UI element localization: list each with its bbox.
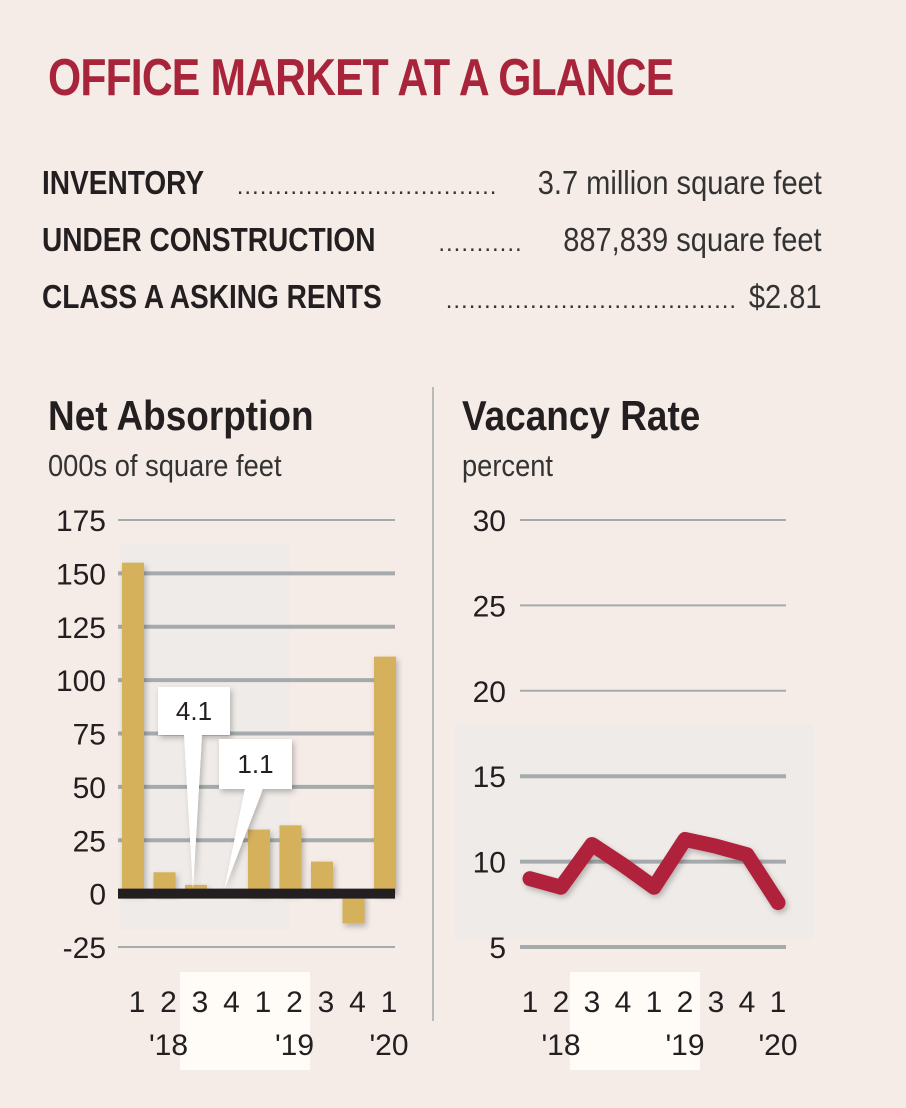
x-tick-label: 3 <box>318 986 335 1019</box>
x-tick-label: 1 <box>255 986 272 1019</box>
leader-dots: ........................................… <box>236 173 495 200</box>
x-tick-label: 3 <box>192 986 209 1019</box>
x-tick-label: 2 <box>286 986 303 1019</box>
y-tick-label: -25 <box>63 932 106 965</box>
y-tick-label: 50 <box>73 772 106 805</box>
bar <box>153 872 176 894</box>
y-tick-label: 25 <box>73 825 106 858</box>
bar <box>374 656 396 894</box>
y-tick-label: 125 <box>56 612 106 645</box>
bar <box>122 562 144 894</box>
absorption-chart-title: Net Absorption <box>48 392 314 439</box>
absorption-chart-subtitle: 000s of square feet <box>48 448 282 483</box>
x-tick-label: 2 <box>677 986 694 1019</box>
year-label: '20 <box>758 1029 797 1062</box>
x-tick-label: 4 <box>223 986 240 1019</box>
x-tick-label: 4 <box>739 986 756 1019</box>
vacancy-line <box>522 831 786 911</box>
vacancy-chart-subtitle: percent <box>462 448 553 483</box>
page-title: OFFICE MARKET AT A GLANCE <box>48 49 674 107</box>
bar <box>311 861 333 894</box>
bar <box>248 829 270 894</box>
stat-label: CLASS A ASKING RENTS <box>42 278 382 315</box>
stats-list: INVENTORY ..............................… <box>42 164 822 335</box>
x-tick-label: 1 <box>646 986 663 1019</box>
stat-value: 887,839 square feet <box>563 221 822 258</box>
year-label: '18 <box>149 1029 188 1062</box>
year-label: '19 <box>665 1029 704 1062</box>
y-tick-label: 100 <box>56 665 106 698</box>
y-tick-label: 25 <box>473 590 506 623</box>
stat-inventory: INVENTORY ..............................… <box>42 164 822 221</box>
vacancy-chart-title: Vacancy Rate <box>462 392 701 439</box>
callout-pointer-fill <box>184 734 202 889</box>
chart-divider <box>432 387 434 1021</box>
x-tick-label: 1 <box>522 986 539 1019</box>
stat-label: UNDER CONSTRUCTION <box>42 221 376 258</box>
y-tick-label: 15 <box>473 761 506 794</box>
y-tick-label: 30 <box>473 505 506 538</box>
axis-highlight <box>180 972 310 1070</box>
x-tick-label: 2 <box>160 986 177 1019</box>
stat-class-a-rents: CLASS A ASKING RENTS ...................… <box>42 278 822 335</box>
leader-dots: ........................................… <box>438 230 525 257</box>
data-label: 1.1 <box>237 749 273 779</box>
y-tick-label: 175 <box>56 505 106 538</box>
plot-shade <box>455 724 813 939</box>
leader-dots: ........................................… <box>445 287 736 314</box>
y-tick-label: 20 <box>473 676 506 709</box>
y-tick-label: 10 <box>473 847 506 880</box>
callout-pointer-fill <box>224 788 263 889</box>
callout-pointer <box>224 789 263 889</box>
bar <box>342 893 365 924</box>
x-tick-label: 1 <box>381 986 398 1019</box>
x-tick-label: 2 <box>553 986 570 1019</box>
x-tick-label: 1 <box>129 986 146 1019</box>
data-label: 4.1 <box>176 696 212 726</box>
y-tick-label: 0 <box>89 879 106 912</box>
stat-label: INVENTORY <box>42 164 205 201</box>
x-tick-label: 4 <box>615 986 632 1019</box>
y-tick-label: 5 <box>489 932 506 965</box>
y-tick-label: 150 <box>56 558 106 591</box>
stat-value: $2.81 <box>749 278 822 315</box>
x-tick-label: 1 <box>770 986 787 1019</box>
bar <box>279 825 302 894</box>
year-label: '19 <box>275 1029 314 1062</box>
stat-under-construction: UNDER CONSTRUCTION .....................… <box>42 221 822 278</box>
x-tick-label: 4 <box>349 986 366 1019</box>
y-tick-label: 75 <box>73 719 106 752</box>
callout-box <box>219 739 292 789</box>
x-tick-label: 3 <box>708 986 725 1019</box>
year-label: '18 <box>541 1029 580 1062</box>
x-tick-label: 3 <box>584 986 601 1019</box>
stat-value: 3.7 million square feet <box>537 164 822 201</box>
callout-box <box>158 687 230 735</box>
year-label: '20 <box>369 1029 408 1062</box>
axis-highlight <box>570 972 700 1070</box>
zero-baseline <box>118 888 395 899</box>
